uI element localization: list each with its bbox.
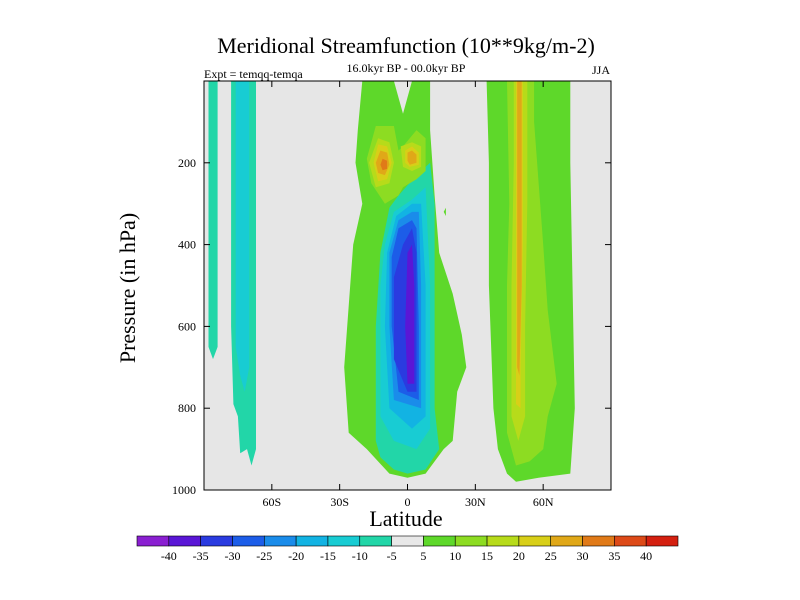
colorbar-swatch: [645, 535, 679, 547]
colorbar-level-label: -5: [387, 549, 397, 563]
contour-region-25: [565, 387, 568, 396]
chart-subtitle: 16.0kyr BP - 00.0kyr BP: [347, 61, 466, 75]
colorbar-swatch: [518, 535, 552, 547]
x-tick-label: 30S: [330, 495, 349, 509]
y-tick-label: 600: [178, 319, 196, 333]
y-axis-label: Pressure (in hPa): [115, 213, 140, 363]
colorbar-level-label: 30: [577, 549, 589, 563]
colorbar-swatch: [136, 535, 170, 547]
colorbar-swatch: [327, 535, 361, 547]
colorbar-swatch: [295, 535, 329, 547]
colorbar-level-label: 20: [513, 549, 525, 563]
colorbar-swatch: [168, 535, 201, 547]
colorbar-swatch: [232, 535, 265, 547]
colorbar-level-label: -35: [193, 549, 209, 563]
y-tick-label: 1000: [172, 483, 196, 497]
experiment-annotation: Expt = temqq-temqa: [204, 67, 303, 81]
x-axis-label: Latitude: [369, 506, 442, 531]
contour-region-0: [208, 81, 218, 360]
contour-region-2: [235, 81, 250, 392]
contour-region-17: [407, 150, 417, 165]
colorbar-swatch: [614, 535, 647, 547]
contour-regions: [208, 81, 575, 482]
colorbar-swatch: [550, 535, 583, 547]
colorbar-swatch: [263, 535, 297, 547]
contour-region-24: [443, 207, 446, 216]
contour-region-10: [405, 244, 415, 384]
x-tick-label: 60N: [533, 495, 554, 509]
colorbar-level-label: 10: [449, 549, 461, 563]
colorbar-level-label: 5: [420, 549, 426, 563]
colorbar-level-label: -30: [224, 549, 240, 563]
x-axis-ticks: 60S 30S 0 30N 60N: [262, 81, 554, 509]
y-tick-label: 200: [178, 156, 196, 170]
contour-region-18: [380, 158, 388, 171]
colorbar-level-label: -15: [320, 549, 336, 563]
contour-region-23: [517, 81, 522, 376]
colorbar-swatch: [454, 535, 488, 547]
colorbar-swatch: [200, 535, 233, 547]
colorbar-swatch: [359, 535, 392, 547]
colorbar-level-label: -20: [288, 549, 304, 563]
y-axis-ticks: 200 400 600 800 1000: [172, 156, 611, 497]
x-tick-label: 60S: [262, 495, 281, 509]
season-annotation: JJA: [592, 63, 610, 77]
colorbar: -40 -35 -30 -25 -20 -15 -10 -5 5 10 15 20 25 30 35 40: [136, 535, 679, 563]
colorbar-level-label: -10: [352, 549, 368, 563]
colorbar-level-label: 25: [545, 549, 557, 563]
colorbar-level-label: -40: [161, 549, 177, 563]
x-tick-label: 30N: [465, 495, 486, 509]
colorbar-level-label: 35: [608, 549, 620, 563]
colorbar-swatch: [423, 535, 456, 547]
y-tick-label: 800: [178, 401, 196, 415]
colorbar-level-label: 15: [481, 549, 493, 563]
colorbar-swatch: [391, 535, 424, 547]
colorbar-swatch: [486, 535, 520, 547]
y-tick-label: 400: [178, 238, 196, 252]
colorbar-swatch: [582, 535, 615, 547]
x-tick-label: 0: [405, 495, 411, 509]
chart-title: Meridional Streamfunction (10**9kg/m-2): [217, 33, 595, 58]
colorbar-level-label: -25: [256, 549, 272, 563]
colorbar-level-label: 40: [640, 549, 652, 563]
